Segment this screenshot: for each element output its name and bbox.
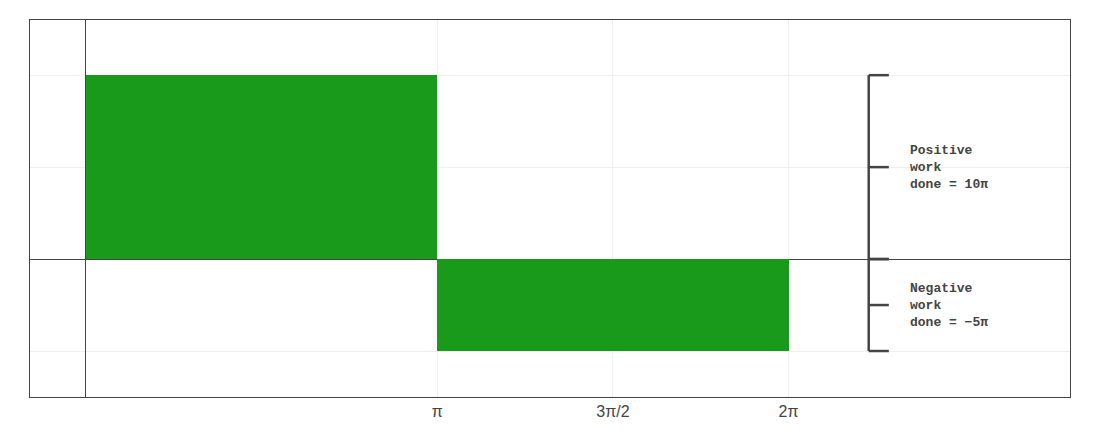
svg-text:π: π [432,403,443,420]
svg-text:Negativeworkdone = −5π: Negativeworkdone = −5π [910,281,988,330]
svg-text:Positiveworkdone = 10π: Positiveworkdone = 10π [910,143,988,192]
svg-text:3π/2: 3π/2 [596,403,629,420]
svg-text:2π: 2π [779,403,799,420]
